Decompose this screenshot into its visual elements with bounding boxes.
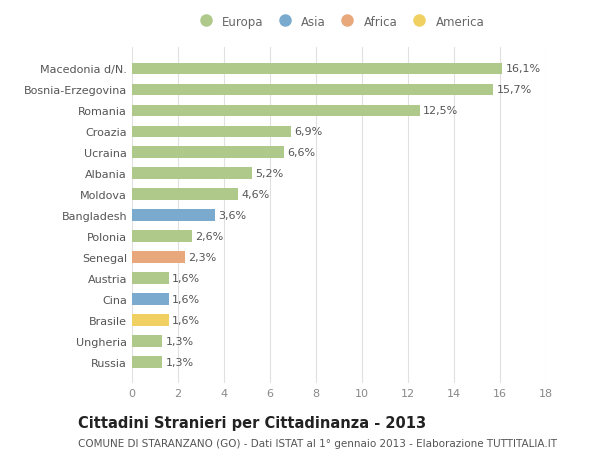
Bar [132,231,192,242]
Bar [132,210,215,222]
Legend: Europa, Asia, Africa, America: Europa, Asia, Africa, America [194,16,484,28]
Bar [132,189,238,201]
Bar [132,336,162,347]
Text: 2,3%: 2,3% [188,252,217,263]
Bar [132,357,162,368]
Text: 5,2%: 5,2% [255,169,283,179]
Text: 6,9%: 6,9% [294,127,322,137]
Text: Cittadini Stranieri per Cittadinanza - 2013: Cittadini Stranieri per Cittadinanza - 2… [78,415,426,431]
Bar [132,294,169,305]
Text: 12,5%: 12,5% [423,106,458,116]
Bar [132,315,169,326]
Bar [132,168,251,179]
Bar [132,252,185,263]
Text: 2,6%: 2,6% [195,232,223,241]
Text: 1,6%: 1,6% [172,274,200,284]
Text: 1,6%: 1,6% [172,295,200,304]
Text: 3,6%: 3,6% [218,211,247,221]
Text: 15,7%: 15,7% [497,85,532,95]
Text: COMUNE DI STARANZANO (GO) - Dati ISTAT al 1° gennaio 2013 - Elaborazione TUTTITA: COMUNE DI STARANZANO (GO) - Dati ISTAT a… [78,438,557,448]
Bar [132,63,502,75]
Bar [132,126,291,138]
Bar [132,105,419,117]
Bar [132,273,169,284]
Text: 6,6%: 6,6% [287,148,316,158]
Text: 1,3%: 1,3% [166,357,193,367]
Text: 4,6%: 4,6% [241,190,269,200]
Text: 1,3%: 1,3% [166,336,193,347]
Text: 16,1%: 16,1% [506,64,541,74]
Bar [132,84,493,96]
Bar [132,147,284,159]
Text: 1,6%: 1,6% [172,315,200,325]
